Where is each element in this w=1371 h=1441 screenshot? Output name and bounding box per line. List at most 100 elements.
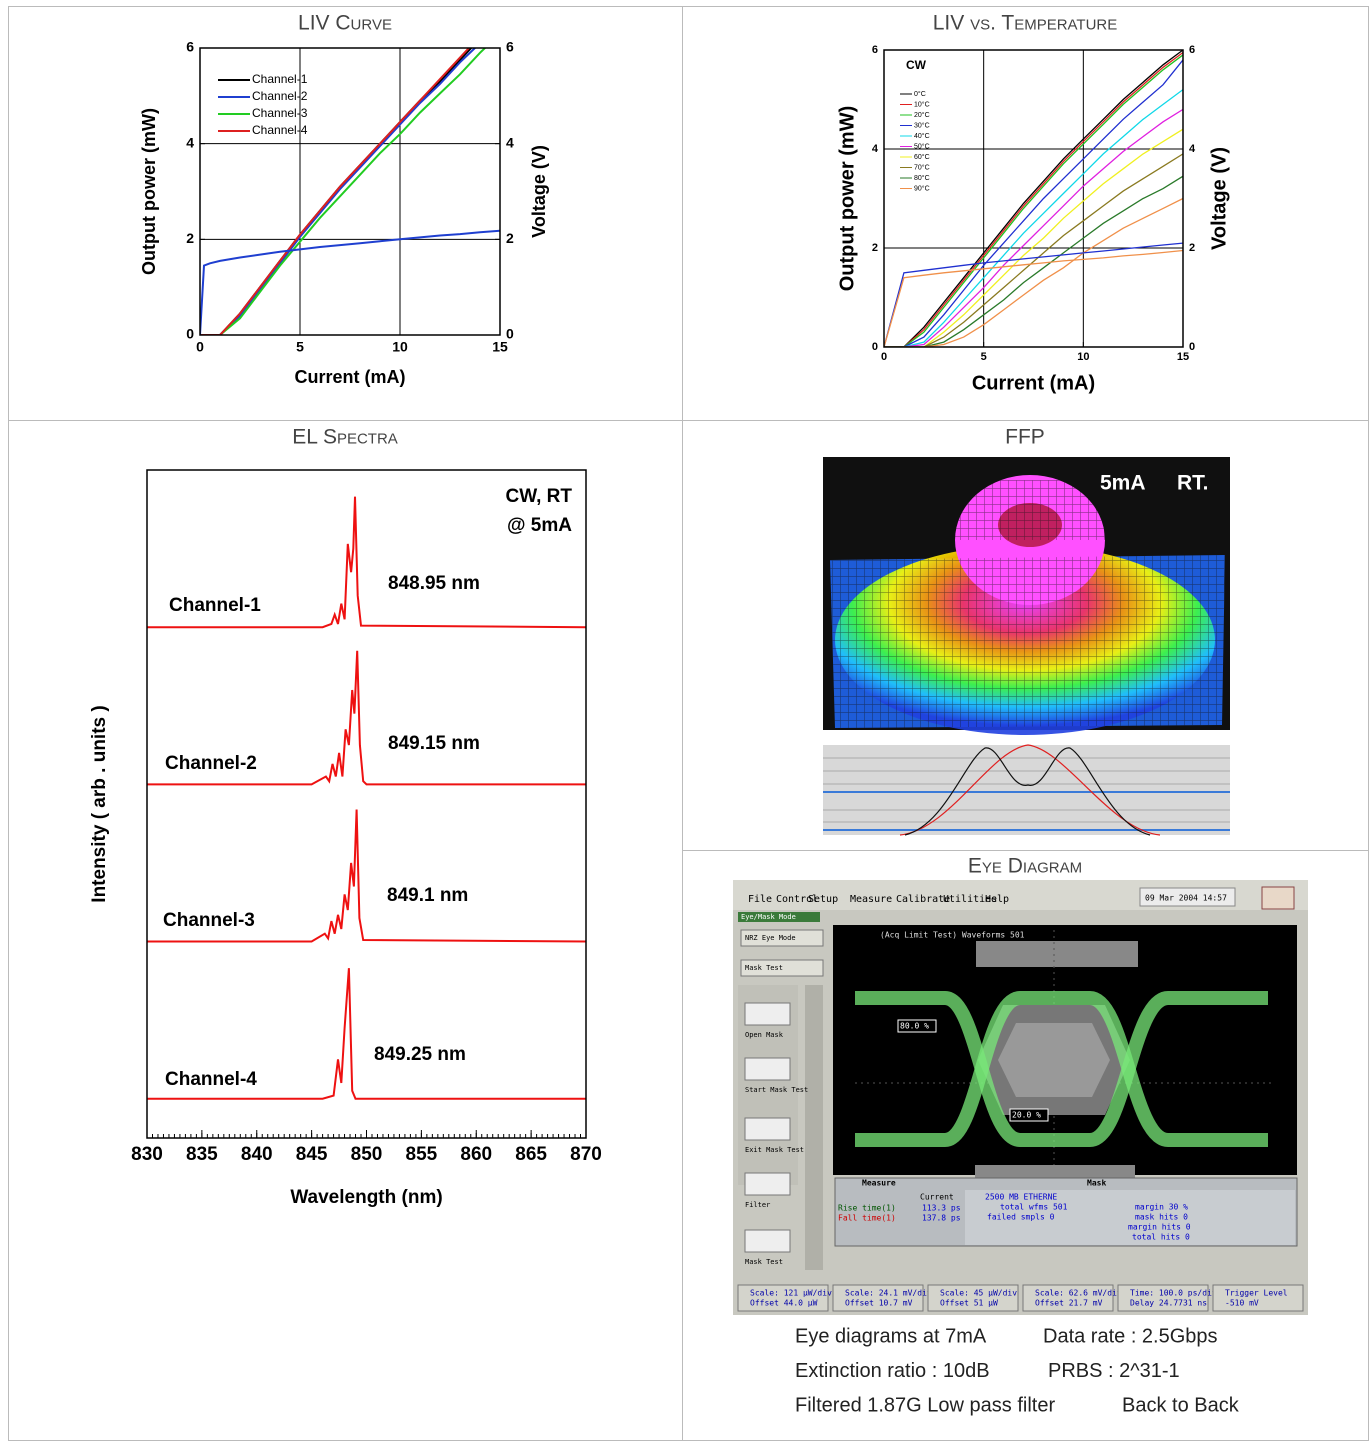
- y-tick-label: 6: [872, 44, 878, 56]
- mask-label-box: [897, 1019, 937, 1033]
- tab: Measure: [862, 1179, 896, 1188]
- legend-label: Channel-4: [252, 123, 308, 137]
- caption: Filtered 1.87G Low pass filter: [795, 1394, 1055, 1416]
- series-line: [200, 48, 487, 335]
- peak-label: 849.25 nm: [374, 1044, 466, 1065]
- x-axis-label: Current (mA): [295, 367, 406, 387]
- y2-tick-label: 0: [506, 326, 514, 342]
- mask-info: total wfms 501: [1000, 1203, 1068, 1212]
- button-icon: [744, 1057, 791, 1081]
- annotation: CW, RT: [506, 486, 573, 507]
- menu-item: Setup: [808, 894, 838, 905]
- series-line: [884, 89, 1183, 347]
- series-label: Channel-3: [163, 910, 255, 931]
- series-line: [884, 54, 1183, 347]
- y2-axis-label: Voltage (V): [529, 145, 549, 238]
- series-line: [884, 153, 1183, 347]
- caption: Eye diagrams at 7mA: [795, 1325, 987, 1347]
- x-tick-label: 830: [131, 1144, 163, 1165]
- x-tick-label: 845: [296, 1144, 328, 1165]
- channel-offset: -510 mV: [1225, 1299, 1259, 1308]
- channel-box: [927, 1284, 1019, 1312]
- measurement-value: 137.8 ps: [922, 1214, 961, 1223]
- button-label: Exit Mask Test: [745, 1146, 804, 1154]
- series-label: Channel-4: [165, 1069, 257, 1090]
- y-tick-label: 2: [186, 230, 194, 246]
- y2-tick-label: 6: [1189, 44, 1195, 56]
- y2-tick-label: 2: [1189, 242, 1195, 254]
- x-tick-label: 5: [296, 338, 304, 354]
- button-label: Filter: [745, 1201, 770, 1209]
- x-tick-label: 0: [881, 351, 887, 363]
- mask-label: 20.0 %: [1012, 1111, 1041, 1120]
- x-tick-label: 850: [351, 1144, 383, 1165]
- button-label: Mask Test: [745, 1258, 783, 1266]
- x-tick-label: 10: [392, 338, 408, 354]
- legend-label: 50°C: [914, 142, 930, 150]
- channel-scale: Time: 100.0 ps/div: [1130, 1289, 1217, 1298]
- y-tick-label: 4: [186, 134, 194, 150]
- mask-info: margin hits 0: [1128, 1223, 1191, 1232]
- series-label: Channel-2: [165, 753, 257, 774]
- y-tick-label: 4: [872, 143, 879, 155]
- series-line: [147, 650, 586, 786]
- channel-box: [1117, 1284, 1209, 1312]
- timestamp: 09 Mar 2004 14:57: [1145, 894, 1227, 903]
- annotation: @ 5mA: [507, 515, 572, 536]
- series-line: [200, 229, 500, 335]
- x-tick-label: 870: [570, 1144, 602, 1165]
- mask-label-box: [1009, 1108, 1049, 1122]
- ffp-label: 5mA: [1100, 472, 1146, 495]
- cell-heading: FFP: [1005, 426, 1045, 449]
- channel-scale: Scale: 121 µW/div: [750, 1289, 832, 1298]
- channel-offset: Offset 10.7 mV: [845, 1299, 913, 1308]
- y-tick-label: 0: [872, 341, 878, 353]
- channel-box: [737, 1284, 829, 1312]
- peak-label: 848.95 nm: [388, 573, 480, 594]
- x-axis-label: Wavelength (nm): [290, 1187, 442, 1208]
- y2-tick-label: 0: [1189, 341, 1195, 353]
- series-line: [147, 496, 586, 629]
- series-label: Channel-1: [169, 595, 261, 616]
- menu-item: Measure: [850, 894, 892, 905]
- channel-scale: Trigger Level: [1225, 1289, 1288, 1298]
- cell-heading: EL Spectra: [292, 426, 398, 449]
- channel-offset: Offset 51 µW: [940, 1299, 998, 1308]
- channel-box: [1212, 1284, 1304, 1312]
- caption: Data rate : 2.5Gbps: [1043, 1325, 1218, 1347]
- legend-label: 80°C: [914, 174, 930, 182]
- channel-scale: Scale: 62.6 mV/div: [1035, 1289, 1122, 1298]
- channel-scale: Scale: 45 µW/div: [940, 1289, 1017, 1298]
- channel-offset: Delay 24.7731 ns: [1130, 1299, 1207, 1308]
- y-tick-label: 2: [872, 242, 878, 254]
- mask-label: 80.0 %: [900, 1022, 929, 1031]
- button-icon: [744, 1002, 791, 1026]
- button-label: Mask Test: [745, 964, 783, 972]
- caption: PRBS : 2^31-1: [1048, 1360, 1180, 1382]
- measurement-value: 113.3 ps: [922, 1204, 961, 1213]
- y-axis-label: Output power (mW): [836, 106, 858, 292]
- channel-scale: Scale: 24.1 mV/div: [845, 1289, 932, 1298]
- ffp-image: 5mA RT.: [823, 457, 1230, 735]
- series-line: [884, 242, 1183, 347]
- current-label: Current: [920, 1193, 954, 1202]
- legend-label: Channel-2: [252, 89, 308, 103]
- x-tick-label: 855: [406, 1144, 438, 1165]
- x-tick-label: 15: [1177, 351, 1189, 363]
- menu-item: Help: [985, 894, 1009, 905]
- measurement-name: Fall time(1): [838, 1214, 896, 1223]
- button-icon: [744, 1229, 791, 1253]
- x-tick-label: 840: [241, 1144, 273, 1165]
- mask-info: total hits 0: [1132, 1233, 1190, 1242]
- plot-frame: [883, 49, 1184, 348]
- tab: Mask: [1087, 1179, 1106, 1188]
- legend-label: Channel-1: [252, 72, 308, 86]
- y-axis-label: Output power (mW): [139, 108, 159, 275]
- x-tick-label: 0: [196, 338, 204, 354]
- plot-frame: [199, 47, 501, 336]
- button-label: Open Mask: [745, 1031, 784, 1039]
- x-tick-label: 10: [1077, 351, 1089, 363]
- legend-label: 20°C: [914, 111, 930, 119]
